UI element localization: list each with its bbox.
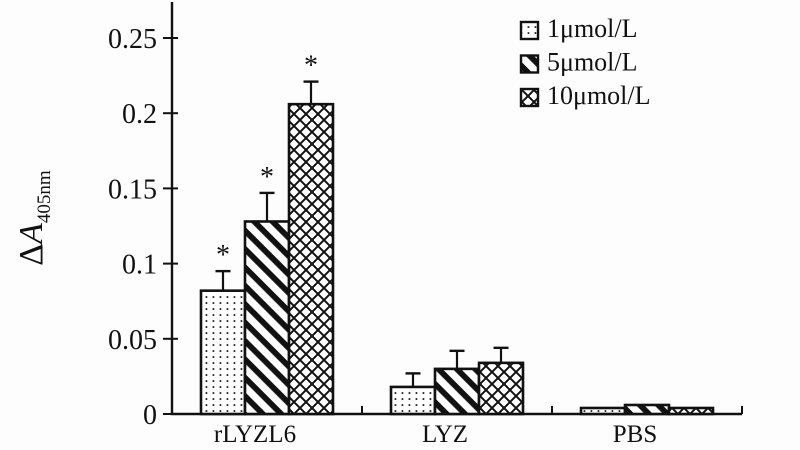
- bar: [389, 385, 437, 416]
- y-tick-label: 0: [143, 400, 157, 431]
- significance-asterisk: *: [304, 51, 318, 82]
- significance-asterisk: *: [260, 162, 274, 193]
- y-axis-label: ΔA405nm: [13, 170, 55, 266]
- legend-swatch-diagonal: [519, 54, 540, 74]
- bar: [433, 367, 481, 416]
- legend-label: 5μmol/L: [547, 48, 638, 77]
- legend-label: 10μmol/L: [547, 81, 651, 110]
- legend-swatch-crosshatch: [519, 87, 540, 108]
- y-tick-label: 0.2: [122, 99, 157, 130]
- bar: [667, 406, 715, 416]
- category-label: rLYZL6: [214, 421, 296, 448]
- y-tick-label: 0.15: [108, 174, 157, 205]
- bar: [623, 403, 671, 416]
- category-label: PBS: [613, 421, 657, 448]
- legend-label: 1μmol/L: [547, 14, 638, 43]
- bar: [199, 289, 247, 416]
- bar: [477, 361, 525, 416]
- significance-asterisk: *: [216, 240, 230, 271]
- y-tick-label: 0.25: [108, 24, 157, 55]
- bar: [243, 220, 291, 416]
- bar: [579, 406, 627, 416]
- category-label: LYZ: [422, 421, 468, 448]
- y-tick-label: 0.1: [122, 250, 157, 281]
- bar: [287, 102, 335, 416]
- legend-swatch-dots: [519, 20, 540, 41]
- y-tick-label: 0.05: [108, 325, 157, 356]
